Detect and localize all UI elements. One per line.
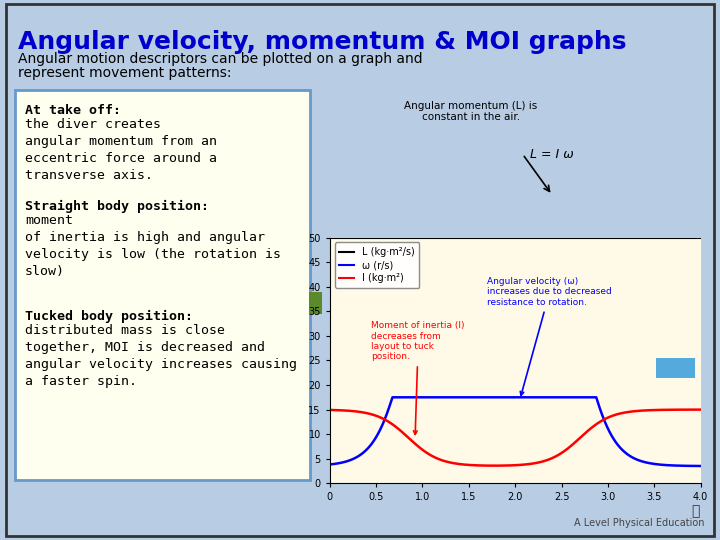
- FancyBboxPatch shape: [15, 90, 310, 480]
- Text: A Level Physical Education: A Level Physical Education: [575, 518, 705, 528]
- Text: moment
of inertia is high and angular
velocity is low (the rotation is
slow): moment of inertia is high and angular ve…: [25, 214, 281, 278]
- Legend: L (kg·m²/s), ω (r/s), I (kg·m²): L (kg·m²/s), ω (r/s), I (kg·m²): [335, 242, 420, 288]
- Text: L = I ω: L = I ω: [531, 148, 574, 161]
- Text: Tucked body position:: Tucked body position:: [25, 310, 193, 323]
- Text: Angular momentum (L) is
constant in the air.: Angular momentum (L) is constant in the …: [404, 101, 537, 123]
- Text: represent movement patterns:: represent movement patterns:: [18, 66, 232, 80]
- Text: Angular velocity (ω)
increases due to decreased
resistance to rotation.: Angular velocity (ω) increases due to de…: [487, 277, 612, 395]
- Text: 🧑: 🧑: [692, 504, 700, 518]
- Text: the diver creates
angular momentum from an
eccentric force around a
transverse a: the diver creates angular momentum from …: [25, 118, 217, 182]
- Text: distributed mass is close
together, MOI is decreased and
angular velocity increa: distributed mass is close together, MOI …: [25, 324, 297, 388]
- Text: Angular velocity, momentum & MOI graphs: Angular velocity, momentum & MOI graphs: [18, 30, 626, 54]
- Text: Moment of inertia (I)
decreases from
layout to tuck
position.: Moment of inertia (I) decreases from lay…: [372, 321, 465, 435]
- Text: Straight body position:: Straight body position:: [25, 200, 209, 213]
- Text: At take off:: At take off:: [25, 104, 121, 117]
- Bar: [310, 292, 323, 314]
- Bar: [656, 358, 695, 377]
- Text: Angular motion descriptors can be plotted on a graph and: Angular motion descriptors can be plotte…: [18, 52, 423, 66]
